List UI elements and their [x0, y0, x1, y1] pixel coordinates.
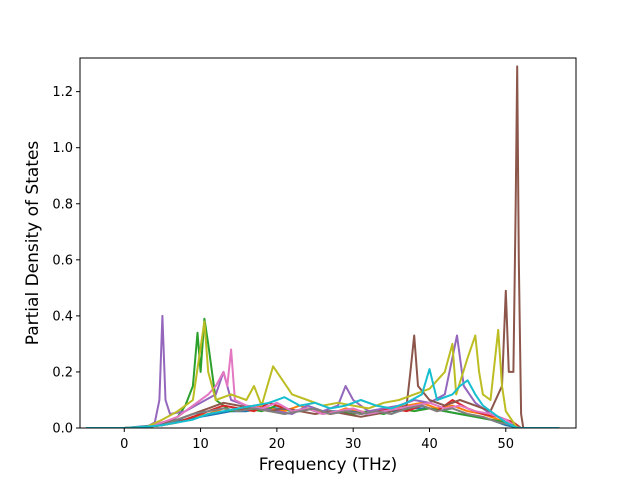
series-layer — [86, 65, 560, 428]
x-tick-label: 30 — [345, 437, 362, 452]
series-line-5 — [86, 314, 560, 428]
y-tick-label: 1.2 — [52, 85, 73, 100]
x-tick-label: 50 — [498, 437, 515, 452]
y-tick-label: 0.0 — [52, 422, 73, 437]
x-axis-label: Frequency (THz) — [259, 455, 398, 475]
y-tick-label: 1.0 — [52, 141, 73, 156]
series-line-9 — [86, 320, 560, 428]
y-tick-label: 0.4 — [52, 309, 73, 324]
y-tick-label: 0.2 — [52, 365, 73, 380]
x-tick-label: 0 — [120, 437, 128, 452]
y-axis-label: Partial Density of States — [23, 141, 43, 346]
y-tick-label: 0.8 — [52, 197, 73, 212]
x-tick-label: 20 — [269, 437, 286, 452]
series-line-7 — [86, 348, 560, 428]
series-line-8 — [86, 404, 560, 428]
x-tick-label: 10 — [192, 437, 209, 452]
tick-layer: 0 10 20 30 40 50 0.0 0.2 0.4 0.6 0.8 1.0 1.2 — [52, 85, 514, 452]
y-tick-label: 0.6 — [52, 253, 73, 268]
x-tick-label: 40 — [421, 437, 438, 452]
series-line-10 — [86, 368, 560, 428]
plot-frame — [79, 57, 577, 429]
